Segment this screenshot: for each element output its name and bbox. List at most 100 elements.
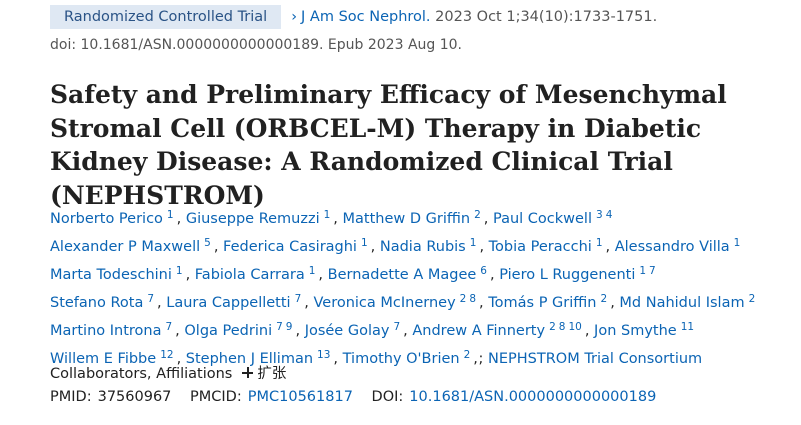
affiliation-ref[interactable]: 7	[147, 293, 155, 305]
affiliation-refs: 1	[176, 265, 186, 277]
author-link[interactable]: Norberto Perico	[50, 211, 163, 227]
affiliation-refs: 6	[480, 265, 490, 277]
affiliation-ref[interactable]: 10	[568, 321, 582, 333]
author-link[interactable]: Marta Todeschini	[50, 267, 172, 283]
author-link[interactable]: Giuseppe Remuzzi	[185, 211, 320, 227]
affiliation-ref[interactable]: 1	[175, 265, 183, 277]
author-link[interactable]: Paul Cockwell	[492, 211, 592, 227]
author-link[interactable]: Andrew A Finnerty	[412, 323, 546, 339]
author-link[interactable]: Jon Smythe	[594, 323, 677, 339]
pmcid-link[interactable]: PMC10561817	[247, 389, 353, 405]
author-link[interactable]: Federica Casiraghi	[223, 239, 357, 255]
affiliation-ref[interactable]: 2	[459, 293, 467, 305]
affiliation-ref[interactable]: 2	[748, 293, 756, 305]
author: Tobia Peracchi 1	[488, 237, 610, 255]
author-link[interactable]: Veronica McInerney	[313, 295, 456, 311]
author: Laura Cappelletti 7	[166, 293, 309, 311]
affiliation-ref[interactable]: 2	[600, 293, 608, 305]
author: Giuseppe Remuzzi 1	[185, 209, 338, 227]
affiliation-refs: 2	[749, 293, 759, 305]
affiliation-ref[interactable]: 2	[474, 209, 481, 221]
affiliation-ref[interactable]: 7	[276, 321, 283, 333]
author-link[interactable]: Laura Cappelletti	[166, 295, 291, 311]
author-link[interactable]: Alexander P Maxwell	[50, 239, 201, 255]
affiliation-ref[interactable]: 5	[204, 237, 211, 249]
consortium-link[interactable]: NEPHSTROM Trial Consortium	[488, 351, 703, 367]
author-link[interactable]: Stephen J Elliman	[185, 351, 314, 367]
affiliation-ref[interactable]: 3	[596, 209, 603, 221]
affiliation-refs: 7	[147, 293, 157, 305]
affiliation-ref[interactable]: 6	[480, 265, 487, 277]
affiliation-refs: 1	[470, 237, 480, 249]
author-link[interactable]: Stefano Rota	[50, 295, 144, 311]
collaborators-label: Collaborators, Affiliations	[50, 366, 233, 382]
author-link[interactable]: Bernadette A Magee	[327, 267, 477, 283]
affiliation-ref[interactable]: 1	[733, 237, 741, 249]
affiliation-refs: 2	[464, 349, 474, 361]
author: Jon Smythe 11	[594, 321, 697, 339]
affiliation-ref[interactable]: 1	[469, 237, 477, 249]
author-link[interactable]: Tobia Peracchi	[488, 239, 592, 255]
affiliation-ref[interactable]: 7	[393, 321, 401, 333]
affiliation-ref[interactable]: 9	[285, 321, 293, 333]
affiliation-refs: 1	[596, 237, 606, 249]
journal-link[interactable]: J Am Soc Nephrol.	[301, 9, 431, 25]
affiliation-refs: 2	[601, 293, 611, 305]
affiliation-ref[interactable]: 2	[463, 349, 471, 361]
author: Alessandro Villa 1	[614, 237, 744, 255]
author: Nadia Rubis 1	[379, 237, 484, 255]
affiliation-ref[interactable]: 1	[166, 209, 174, 221]
affiliation-ref[interactable]: 1	[308, 265, 316, 277]
author-link[interactable]: Willem E Fibbe	[50, 351, 157, 367]
affiliation-ref[interactable]: 8	[558, 321, 566, 333]
affiliation-ref[interactable]: 12	[160, 349, 174, 361]
doi-link[interactable]: 10.1681/ASN.0000000000000189	[409, 389, 657, 405]
affiliation-ref[interactable]: 1	[595, 237, 603, 249]
affiliation-ref[interactable]: 1	[639, 265, 647, 277]
author-link[interactable]: Martino Introna	[50, 323, 162, 339]
author-link[interactable]: Olga Pedrini	[184, 323, 273, 339]
affiliation-ref[interactable]: 2	[549, 321, 556, 333]
affiliation-refs: 11	[681, 321, 697, 333]
identifiers: PMID: 37560967 PMCID: PMC10561817 DOI: 10.1…	[50, 389, 662, 405]
affiliation-ref[interactable]: 8	[469, 293, 477, 305]
author: Federica Casiraghi 1	[223, 237, 375, 255]
author-link[interactable]: Nadia Rubis	[379, 239, 466, 255]
author-link[interactable]: Alessandro Villa	[614, 239, 730, 255]
author: Olga Pedrini 7 9	[184, 321, 300, 339]
author: Paul Cockwell 3 4	[492, 209, 615, 227]
expand-button[interactable]: 扩张	[257, 366, 287, 382]
plus-icon[interactable]	[242, 367, 254, 378]
author-link[interactable]: Fabiola Carrara	[194, 267, 305, 283]
affiliation-refs: 13	[317, 349, 333, 361]
affiliation-refs: 1	[324, 209, 334, 221]
affiliation-ref[interactable]: 13	[317, 349, 331, 361]
affiliation-refs: 5	[204, 237, 214, 249]
citation: › J Am Soc Nephrol. 2023 Oct 1;34(10):173…	[291, 9, 657, 25]
affiliation-ref[interactable]: 4	[605, 209, 613, 221]
author-link[interactable]: Tomás P Griffin	[488, 295, 597, 311]
affiliation-refs: 1	[734, 237, 744, 249]
author-link[interactable]: Timothy O'Brien	[342, 351, 460, 367]
affiliation-ref[interactable]: 11	[680, 321, 695, 333]
author-link[interactable]: Matthew D Griffin	[342, 211, 471, 227]
affiliation-ref[interactable]: 1	[360, 237, 368, 249]
affiliation-ref[interactable]: 1	[323, 209, 331, 221]
author-link[interactable]: Josée Golay	[304, 323, 390, 339]
author: Md Nahidul Islam 2	[619, 293, 759, 311]
author: Marta Todeschini 1	[50, 265, 190, 283]
author-link[interactable]: Md Nahidul Islam	[619, 295, 745, 311]
affiliation-ref[interactable]: 7	[165, 321, 173, 333]
author-link[interactable]: Piero L Ruggenenti	[499, 267, 636, 283]
affiliation-ref[interactable]: 7	[649, 265, 656, 277]
affiliation-ref[interactable]: 7	[294, 293, 302, 305]
